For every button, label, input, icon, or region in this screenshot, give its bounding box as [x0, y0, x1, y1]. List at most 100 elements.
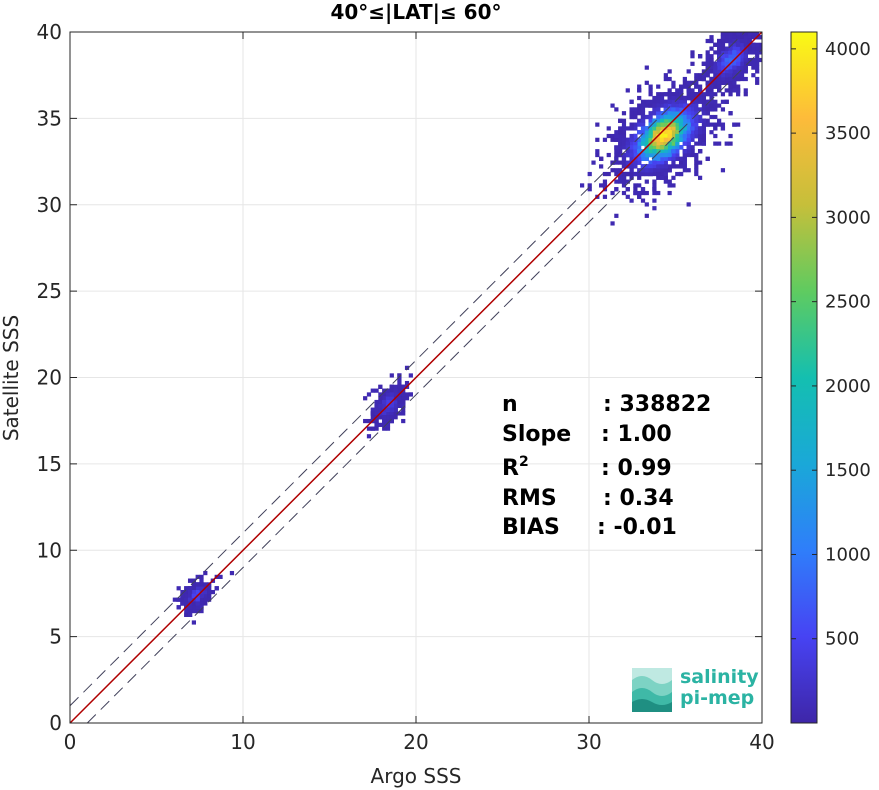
heatmap-cell: [759, 28, 763, 32]
stat-label: n: [502, 392, 518, 417]
heatmap-cell: [713, 141, 718, 146]
heatmap-cell: [686, 80, 691, 85]
heatmap-cell: [724, 32, 729, 36]
heatmap-cell: [656, 92, 661, 97]
heatmap-cell: [621, 130, 627, 135]
heatmap-cell: [663, 156, 668, 161]
heatmap-cell: [195, 574, 200, 579]
heatmap-cell: [191, 605, 196, 610]
heatmap-cell: [382, 388, 387, 393]
heatmap-cell: [705, 103, 710, 108]
heatmap-cell: [640, 133, 646, 139]
heatmap-cell: [625, 141, 630, 146]
heatmap-cell: [203, 589, 208, 595]
heatmap-cell: [401, 418, 406, 424]
heatmap-cell: [652, 206, 657, 211]
heatmap-cell: [721, 28, 725, 32]
heatmap-cell: [404, 396, 410, 401]
heatmap-cell: [694, 164, 699, 169]
heatmap-cell: [694, 118, 699, 123]
heatmap-cell: [629, 164, 634, 169]
heatmap-cell: [697, 118, 703, 123]
heatmap-cell: [648, 88, 653, 93]
heatmap-cell: [648, 103, 653, 108]
heatmap-cell: [621, 145, 627, 150]
heatmap-cell: [697, 114, 703, 120]
heatmap-cell: [717, 42, 722, 47]
heatmap-cell: [667, 92, 672, 97]
heatmap-cell: [629, 133, 634, 139]
heatmap-cell: [671, 160, 676, 165]
heatmap-cell: [606, 171, 611, 177]
heatmap-cell: [640, 107, 646, 112]
heatmap-cell: [621, 156, 627, 161]
heatmap-cell: [682, 114, 687, 120]
heatmap-cell: [690, 50, 695, 55]
heatmap-cell: [382, 426, 387, 431]
heatmap-cell: [686, 107, 691, 112]
heatmap-cell: [663, 114, 668, 120]
heatmap-cell: [671, 107, 676, 112]
heatmap-cell: [717, 80, 722, 85]
heatmap-cell: [629, 171, 634, 177]
heatmap-cell: [625, 137, 630, 142]
heatmap-cell: [697, 141, 703, 146]
heatmap-cell: [724, 57, 729, 63]
heatmap-cell: [644, 114, 649, 120]
heatmap-cell: [751, 35, 756, 40]
heatmap-cell: [728, 65, 733, 70]
heatmap-cell: [713, 92, 718, 97]
heatmap-cell: [659, 111, 665, 116]
y-tick-label: 35: [37, 106, 62, 130]
heatmap-cell: [203, 597, 208, 602]
heatmap-cell: [602, 183, 608, 188]
heatmap-cell: [743, 54, 748, 59]
heatmap-cell: [663, 171, 668, 177]
axis-ticks: 0 10 20 30 40 0 5 10 15 20 25 30 35 40: [37, 20, 775, 754]
heatmap-cell: [671, 141, 676, 146]
heatmap-cell: [187, 608, 193, 614]
heatmap-cell: [187, 593, 193, 598]
heatmap-cell: [191, 582, 196, 587]
heatmap-cell: [663, 141, 668, 146]
heatmap-cell: [766, 31, 770, 35]
heatmap-cell: [191, 578, 196, 583]
heatmap-cell: [218, 574, 223, 579]
heatmap-cell: [667, 164, 672, 169]
heatmap-cell: [393, 399, 398, 405]
heatmap-cell: [229, 570, 235, 576]
heatmap-cell: [739, 69, 745, 74]
heatmap-cell: [621, 152, 627, 158]
heatmap-cell: [682, 168, 687, 173]
heatmap-cell: [633, 111, 638, 116]
heatmap-cell: [701, 133, 707, 139]
heatmap-cell: [659, 137, 665, 142]
heatmap-cell: [210, 589, 216, 595]
heatmap-cell: [747, 38, 752, 44]
heatmap-cell: [610, 137, 615, 142]
heatmap-cell: [755, 76, 760, 82]
heatmap-cell: [713, 126, 718, 131]
heatmap-cell: [640, 118, 646, 123]
heatmap-cell: [755, 65, 760, 70]
heatmap-cell: [751, 28, 755, 32]
heatmap-cell: [686, 126, 691, 131]
colorbar-tick-label: 2000: [825, 376, 871, 397]
y-tick-label: 5: [49, 625, 62, 649]
heatmap-cell: [724, 141, 729, 146]
heatmap-cell: [629, 99, 634, 104]
heatmap-cell: [697, 126, 703, 131]
heatmap-cell: [176, 597, 181, 602]
heatmap-cell: [644, 99, 649, 104]
heatmap-cell: [397, 403, 402, 408]
heatmap-cell: [640, 168, 646, 173]
colorbar-tick-label: 1500: [825, 460, 871, 481]
heatmap-cell: [724, 35, 729, 40]
heatmap-cell: [675, 171, 680, 177]
heatmap-cell: [618, 152, 623, 158]
heatmap-cell: [671, 92, 676, 97]
heatmap-cell: [602, 137, 608, 142]
heatmap-cell: [656, 190, 661, 196]
heatmap-cell: [728, 24, 732, 28]
heatmap-cell: [199, 608, 204, 614]
